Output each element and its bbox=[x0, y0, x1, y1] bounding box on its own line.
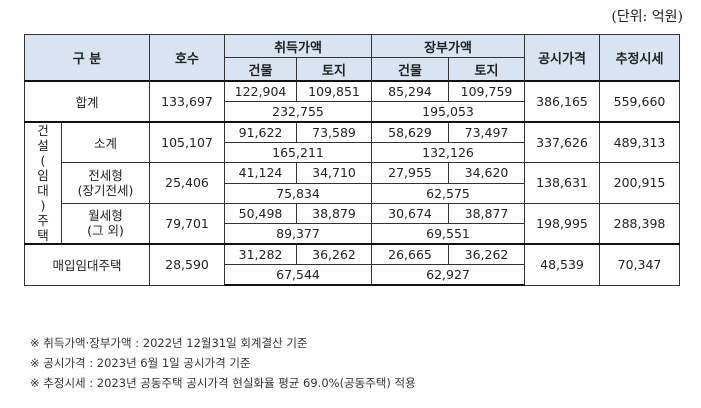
header-official: 공시가격 bbox=[524, 34, 601, 82]
footnotes: ※ 취득가액·장부가액 : 2022년 12월31일 회계결산 기준 ※ 공시가… bbox=[30, 333, 416, 393]
cell-book-sum: 62,927 bbox=[371, 264, 526, 286]
table-row: 전세형 (장기전세) 25,406 41,124 34,710 27,955 3… bbox=[25, 162, 681, 204]
cell-acq-building: 31,282 bbox=[224, 243, 298, 265]
cell-acq-sum: 165,211 bbox=[224, 142, 373, 163]
table-row: 월세형 (그 외) 79,701 50,498 38,879 30,674 38… bbox=[25, 202, 681, 245]
cell-acq-building: 122,904 bbox=[224, 80, 298, 102]
header-estimated: 추정시세 bbox=[599, 34, 681, 82]
cell-acq-sum: 75,834 bbox=[224, 182, 373, 204]
cell-acq-building: 91,622 bbox=[224, 121, 298, 143]
row-label-jeonse: 전세형 (장기전세) bbox=[60, 162, 151, 204]
footnote-item: ※ 추정시세 : 2023년 공동주택 공시가격 현실화율 평균 69.0%(공… bbox=[30, 376, 416, 390]
table-row: 건 설 ( 임 대 ) 주 택 소계 105,107 91,622 73,589… bbox=[24, 121, 681, 245]
cell-acq-land: 109,851 bbox=[296, 80, 373, 102]
table-row: 232,755 195,053 bbox=[25, 101, 680, 123]
cell-acq-sum: 67,544 bbox=[224, 264, 373, 286]
cell-book-sum: 69,551 bbox=[371, 223, 526, 245]
cell-households: 28,590 bbox=[149, 243, 226, 286]
table-row: 합계 133,697 122,904 109,851 85,294 109,75… bbox=[23, 80, 681, 123]
header-book-land: 토지 bbox=[448, 57, 526, 82]
header-acq-land: 토지 bbox=[296, 57, 373, 82]
cell-book-land: 109,759 bbox=[448, 80, 526, 102]
cell-acq-building: 50,498 bbox=[224, 202, 298, 224]
table-row: 67,544 62,927 bbox=[25, 264, 680, 286]
row-label-purchase: 매입임대주택 bbox=[23, 243, 151, 286]
cell-book-building: 26,665 bbox=[371, 243, 450, 265]
cell-estimated: 200,915 bbox=[599, 162, 681, 204]
footnote-item: ※ 공시가격 : 2023년 6월 1일 공시가격 기준 bbox=[30, 356, 251, 370]
header-acquisition: 취득가액 bbox=[224, 34, 373, 58]
cell-book-sum: 132,126 bbox=[371, 142, 526, 163]
header-book-building: 건물 bbox=[371, 57, 450, 82]
row-label-subtotal: 소계 bbox=[60, 121, 151, 163]
header-category: 구 분 bbox=[23, 34, 151, 82]
cell-acq-land: 36,262 bbox=[296, 243, 373, 265]
table-row: 매입임대주택 28,590 31,282 36,262 26,665 36,26… bbox=[23, 243, 681, 286]
row-label-monthly: 월세형 (그 외) bbox=[60, 202, 151, 245]
cell-official: 198,995 bbox=[524, 202, 601, 245]
cell-book-land: 73,497 bbox=[448, 121, 526, 143]
cell-acq-sum: 232,755 bbox=[224, 101, 373, 123]
cell-households: 133,697 bbox=[149, 80, 226, 123]
cell-book-building: 30,674 bbox=[371, 202, 450, 224]
cell-households: 79,701 bbox=[149, 202, 226, 245]
cell-acq-sum: 89,377 bbox=[224, 223, 373, 245]
cell-official: 138,631 bbox=[524, 162, 601, 204]
cell-book-building: 58,629 bbox=[371, 121, 450, 143]
cell-acq-land: 73,589 bbox=[296, 121, 373, 143]
cell-estimated: 70,347 bbox=[599, 243, 681, 286]
cell-book-land: 34,620 bbox=[448, 162, 526, 184]
side-label-construction: 건 설 ( 임 대 ) 주 택 bbox=[24, 121, 62, 245]
cell-official: 48,539 bbox=[524, 243, 601, 286]
cell-book-sum: 195,053 bbox=[371, 101, 526, 123]
header-row-1: 구 분 호수 취득가액 장부가액 공시가격 추정시세 bbox=[23, 34, 681, 82]
cell-acq-land: 38,879 bbox=[296, 202, 373, 224]
cell-book-land: 38,877 bbox=[448, 202, 526, 224]
cell-estimated: 559,660 bbox=[599, 80, 681, 123]
cell-official: 386,165 bbox=[524, 80, 601, 123]
cell-official: 337,626 bbox=[524, 121, 601, 163]
header-row-2: 건물 토지 건물 토지 bbox=[25, 57, 680, 82]
asset-table: 구 분 호수 취득가액 장부가액 공시가격 추정시세 건물 토지 건물 토지 합… bbox=[23, 34, 681, 286]
cell-households: 105,107 bbox=[149, 121, 226, 163]
table-row: 165,211 132,126 bbox=[25, 142, 680, 163]
cell-book-building: 85,294 bbox=[371, 80, 450, 102]
cell-estimated: 288,398 bbox=[599, 202, 681, 245]
header-households: 호수 bbox=[149, 34, 226, 82]
footnote-item: ※ 취득가액·장부가액 : 2022년 12월31일 회계결산 기준 bbox=[30, 336, 308, 350]
cell-book-land: 36,262 bbox=[448, 243, 526, 265]
cell-book-building: 27,955 bbox=[371, 162, 450, 184]
cell-acq-building: 41,124 bbox=[224, 162, 298, 184]
table-row: 75,834 62,575 bbox=[25, 182, 680, 204]
row-label-total: 합계 bbox=[23, 80, 151, 123]
cell-acq-land: 34,710 bbox=[296, 162, 373, 184]
cell-estimated: 489,313 bbox=[599, 121, 681, 163]
cell-households: 25,406 bbox=[149, 162, 226, 204]
unit-label: (단위: 억원) bbox=[611, 9, 683, 25]
header-acq-building: 건물 bbox=[224, 57, 298, 82]
cell-book-sum: 62,575 bbox=[371, 182, 526, 204]
header-book: 장부가액 bbox=[371, 34, 526, 58]
